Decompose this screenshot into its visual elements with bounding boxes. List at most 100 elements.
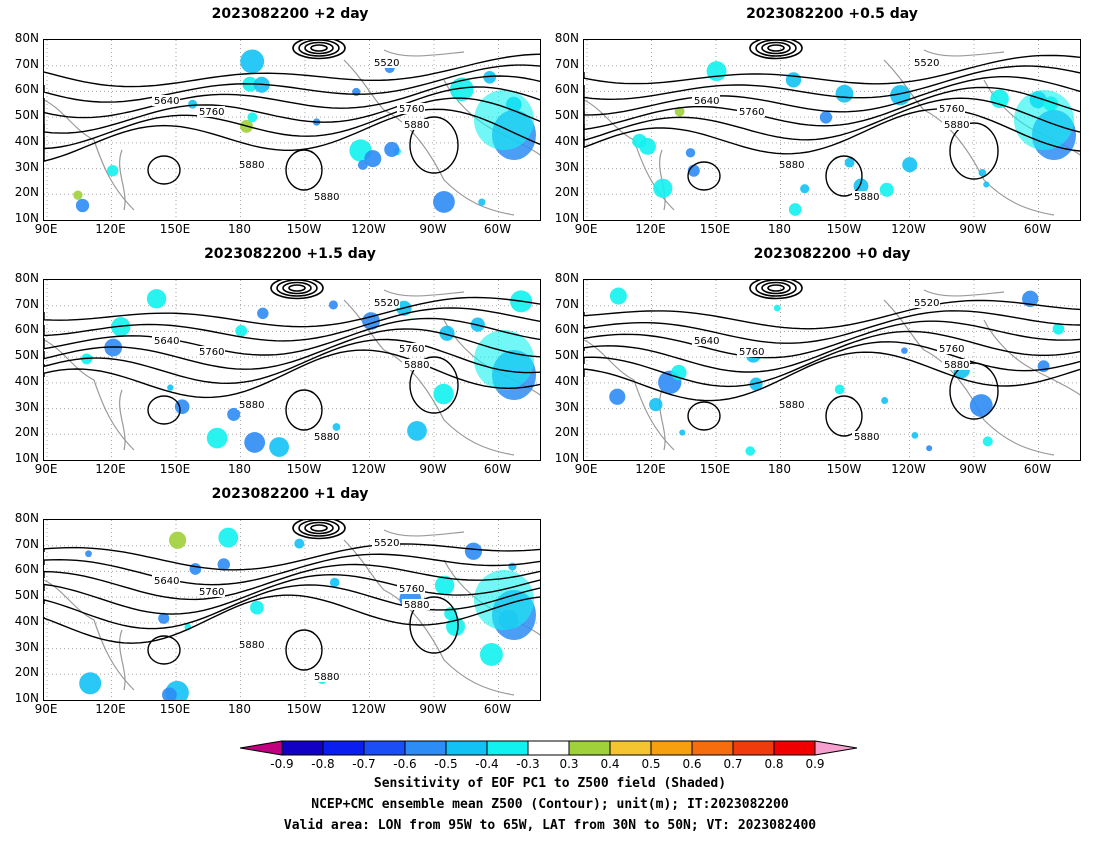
sensitivity-shading — [168, 531, 187, 549]
sensitivity-shading — [73, 190, 83, 200]
sensitivity-shading — [294, 538, 305, 549]
lon-tick-label: 180 — [228, 222, 251, 236]
sensitivity-shading — [926, 445, 933, 452]
lat-tick-label: 70N — [554, 56, 579, 71]
sensitivity-shading — [146, 289, 167, 309]
colorbar-segment — [609, 740, 652, 756]
contour-label-bg — [777, 399, 805, 410]
coastline — [119, 629, 126, 691]
lat-tick-label: 60N — [14, 562, 39, 577]
sensitivity-shading — [901, 347, 908, 354]
contour-label: 5880 — [239, 640, 264, 651]
sensitivity-shading — [269, 437, 289, 457]
contour-label: 5520 — [374, 298, 399, 309]
lon-tick-label: 120E — [635, 222, 666, 236]
lat-tick-label: 80N — [554, 31, 579, 45]
coastline — [44, 99, 135, 211]
sensitivity-shading — [158, 612, 170, 624]
contour-line — [147, 395, 181, 425]
sensitivity-shading — [902, 157, 918, 173]
contour-line — [825, 395, 863, 437]
contour-line — [44, 573, 540, 615]
lat-tick-label: 40N — [554, 133, 579, 148]
colorbar-tick-label: -0.3 — [516, 757, 540, 771]
colorbar-arrow-left — [240, 740, 283, 756]
contour-label: 5760 — [939, 344, 964, 355]
sensitivity-shading — [674, 106, 685, 117]
coastline — [383, 529, 465, 537]
colorbar-segment — [404, 740, 447, 756]
lat-tick-label: 30N — [554, 399, 579, 414]
contour-line — [584, 341, 1080, 388]
contour-line — [44, 338, 540, 385]
footer-line-1: Sensitivity of EOF PC1 to Z500 field (Sh… — [373, 776, 727, 791]
coastline — [383, 49, 465, 57]
coastline — [584, 339, 675, 451]
contour-label-bg — [237, 639, 265, 650]
contour-label-bg — [912, 57, 940, 68]
lon-tick-label: 180 — [768, 462, 791, 476]
lon-tick-label: 120E — [95, 462, 126, 476]
lat-tick-label: 60N — [554, 322, 579, 337]
sensitivity-shading — [329, 577, 340, 588]
contour-label-bg — [737, 346, 765, 357]
colorbar-tick-label: 0.3 — [559, 757, 579, 771]
contour-label: 5640 — [154, 336, 179, 347]
contour-label-bg — [372, 297, 400, 308]
sensitivity-shading — [990, 89, 1009, 109]
sensitivity-shading — [911, 431, 919, 439]
contour-label: 5520 — [914, 298, 939, 309]
colorbar-segment — [650, 740, 693, 756]
contour-line — [761, 41, 791, 55]
lon-tick-label: 180 — [228, 462, 251, 476]
sensitivity-shading — [206, 427, 228, 449]
contour-label-bg — [152, 95, 180, 106]
sensitivity-shading — [706, 61, 727, 82]
contour-label: 5880 — [314, 432, 339, 443]
contour-label: 5640 — [694, 336, 719, 347]
sensitivity-shading — [978, 168, 987, 177]
colorbar-segment — [732, 740, 775, 756]
colorbar-segment — [281, 740, 324, 756]
contour-line — [584, 351, 1080, 402]
lat-tick-label: 80N — [14, 31, 39, 45]
contour-label: 5880 — [779, 160, 804, 171]
contour-line — [767, 284, 785, 292]
colorbar — [240, 740, 858, 756]
contour-label-bg — [852, 191, 880, 202]
contour-line — [147, 155, 181, 185]
map-plot: 5640 5760 5880 5520 5760 5880 5880 — [584, 280, 1080, 460]
contour-label-bg — [237, 159, 265, 170]
colorbar-segment — [445, 740, 488, 756]
contour-line — [44, 108, 540, 162]
contour-line — [44, 553, 540, 586]
contour-label: 5760 — [399, 104, 424, 115]
lat-tick-label: 50N — [14, 108, 39, 123]
sensitivity-shading — [479, 643, 503, 666]
lat-tick-label: 70N — [14, 56, 39, 71]
contour-line — [285, 629, 323, 671]
colorbar-tick-label: -0.8 — [311, 757, 335, 771]
contour-label-bg — [312, 431, 340, 442]
contour-label: 5880 — [854, 432, 879, 443]
contour-line — [44, 317, 540, 356]
sensitivity-shading — [250, 600, 264, 615]
contour-label: 5760 — [399, 344, 424, 355]
contour-line — [409, 116, 459, 174]
sensitivity-shading — [75, 198, 90, 213]
lat-tick-label: 40N — [14, 133, 39, 148]
map-plot: 5640 5760 5880 5520 5760 5880 5880 — [44, 520, 540, 700]
contour-line — [288, 284, 306, 292]
sensitivity-shading — [189, 563, 202, 575]
lon-tick-label: 120W — [351, 702, 386, 716]
contour-line — [584, 320, 1080, 359]
contour-label: 5640 — [694, 96, 719, 107]
sensitivity-shading — [800, 184, 810, 194]
lon-tick-label: 90E — [574, 462, 598, 476]
lat-tick-label: 80N — [14, 271, 39, 285]
contour-label-bg — [937, 343, 965, 354]
contour-label-bg — [197, 106, 225, 117]
lon-tick-label: 150E — [159, 222, 191, 236]
coastline — [923, 49, 1005, 57]
sensitivity-shading — [483, 70, 497, 84]
